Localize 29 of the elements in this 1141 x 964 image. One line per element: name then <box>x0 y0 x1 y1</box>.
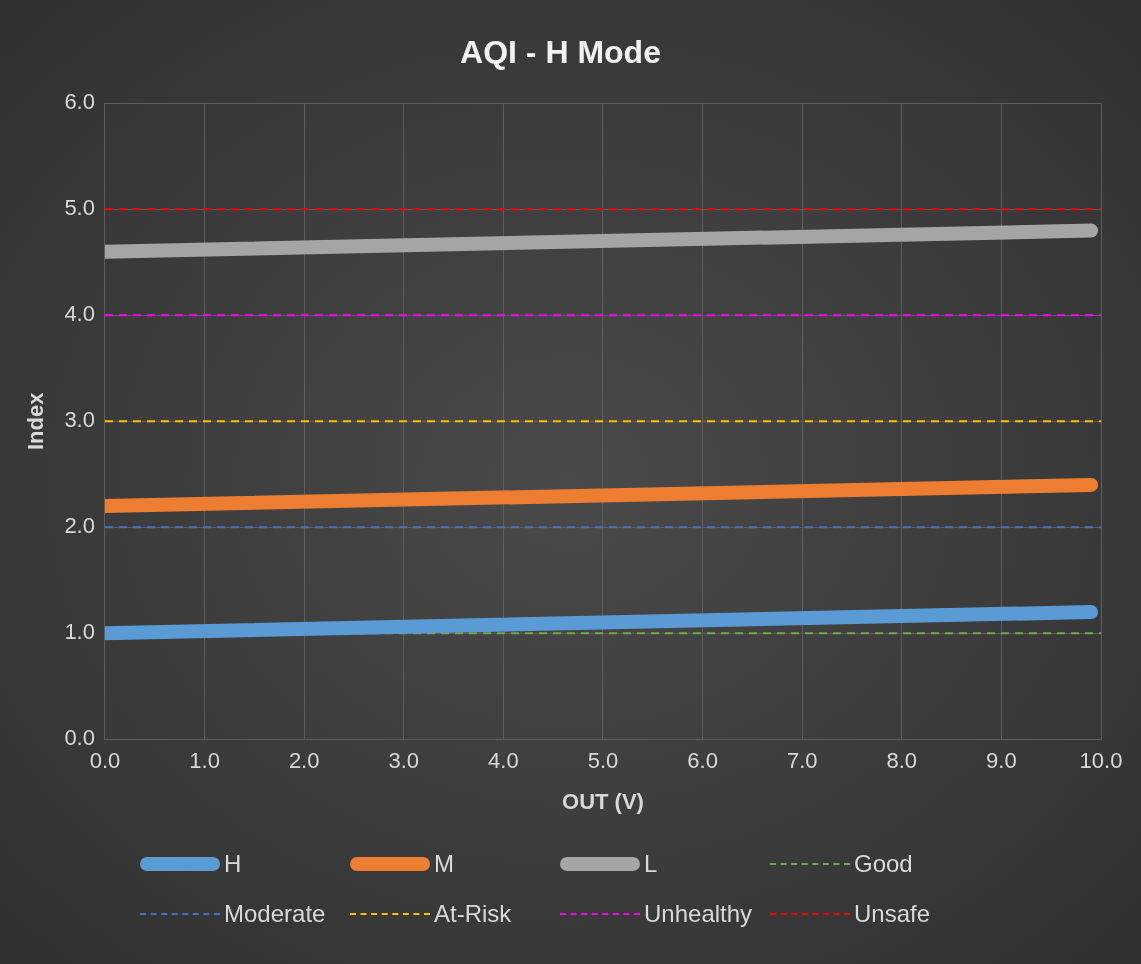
y-tick-label: 4.0 <box>64 301 95 327</box>
x-tick-label: 0.0 <box>89 748 121 774</box>
legend-label: H <box>224 850 242 878</box>
legend-label: Unsafe <box>854 900 931 928</box>
y-tick-label: 1.0 <box>64 619 95 645</box>
y-tick-label: 6.0 <box>64 89 95 115</box>
y-tick-label: 2.0 <box>64 513 95 539</box>
legend-label: Moderate <box>224 900 326 928</box>
y-axis-title: Index <box>23 391 49 451</box>
legend-label: Good <box>854 850 913 878</box>
x-axis-title: OUT (V) <box>562 788 644 814</box>
x-tick-label: 7.0 <box>786 748 818 774</box>
x-tick-label: 4.0 <box>488 748 519 774</box>
legend-label: L <box>644 850 658 878</box>
chart-title: AQI - H Mode <box>460 34 661 71</box>
x-tick-label: 3.0 <box>388 748 420 774</box>
legend-label: M <box>434 850 454 878</box>
legend-label: At-Risk <box>434 900 512 928</box>
x-tick-label: 9.0 <box>986 748 1017 774</box>
x-tick-label: 8.0 <box>886 748 918 774</box>
x-tick-label: 1.0 <box>189 748 220 774</box>
legend-label: Unhealthy <box>644 900 753 928</box>
y-tick-label: 3.0 <box>64 407 95 433</box>
y-tick-label: 5.0 <box>64 195 95 221</box>
x-tick-label: 6.0 <box>687 748 718 774</box>
y-tick-label: 0.0 <box>64 725 95 751</box>
x-tick-label: 10.0 <box>1079 748 1123 774</box>
x-tick-label: 2.0 <box>288 748 320 774</box>
x-tick-label: 5.0 <box>587 748 619 774</box>
